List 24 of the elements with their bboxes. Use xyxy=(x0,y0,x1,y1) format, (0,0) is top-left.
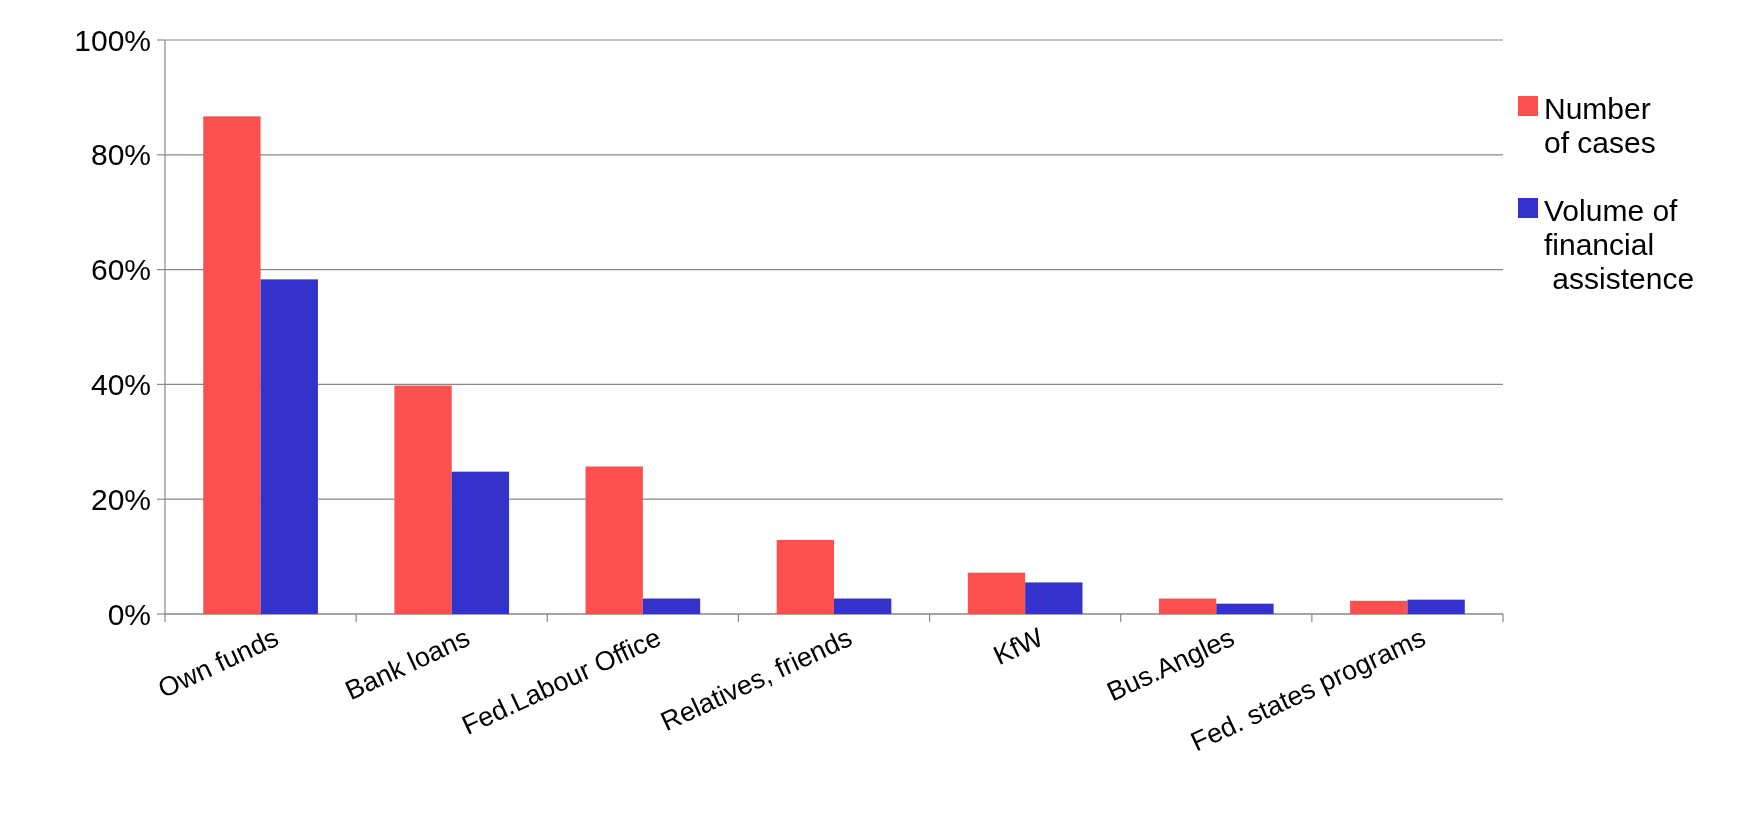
bar xyxy=(394,385,452,614)
legend-label: Volume of financial assistence xyxy=(1544,193,1695,295)
bar xyxy=(1216,603,1274,614)
bar xyxy=(1025,582,1083,614)
bar xyxy=(642,598,701,614)
bar xyxy=(585,466,643,614)
bar xyxy=(967,572,1026,614)
bar xyxy=(776,539,834,614)
y-tick-label: 80% xyxy=(90,138,151,172)
bar xyxy=(1158,598,1217,614)
bar xyxy=(834,598,892,614)
bar xyxy=(203,116,261,614)
y-tick-label: 0% xyxy=(107,597,151,631)
bar xyxy=(1350,600,1408,614)
bar xyxy=(451,471,510,614)
x-tick-label: KfW xyxy=(988,622,1049,671)
y-tick-label: 40% xyxy=(90,367,151,401)
bar xyxy=(260,279,318,614)
y-tick-label: 20% xyxy=(90,482,151,516)
legend-label: Number of cases xyxy=(1544,91,1656,159)
y-tick-label: 100% xyxy=(74,23,151,57)
y-tick-label: 60% xyxy=(90,253,151,287)
x-tick-label: Own funds xyxy=(153,622,284,704)
bar xyxy=(1407,599,1465,614)
